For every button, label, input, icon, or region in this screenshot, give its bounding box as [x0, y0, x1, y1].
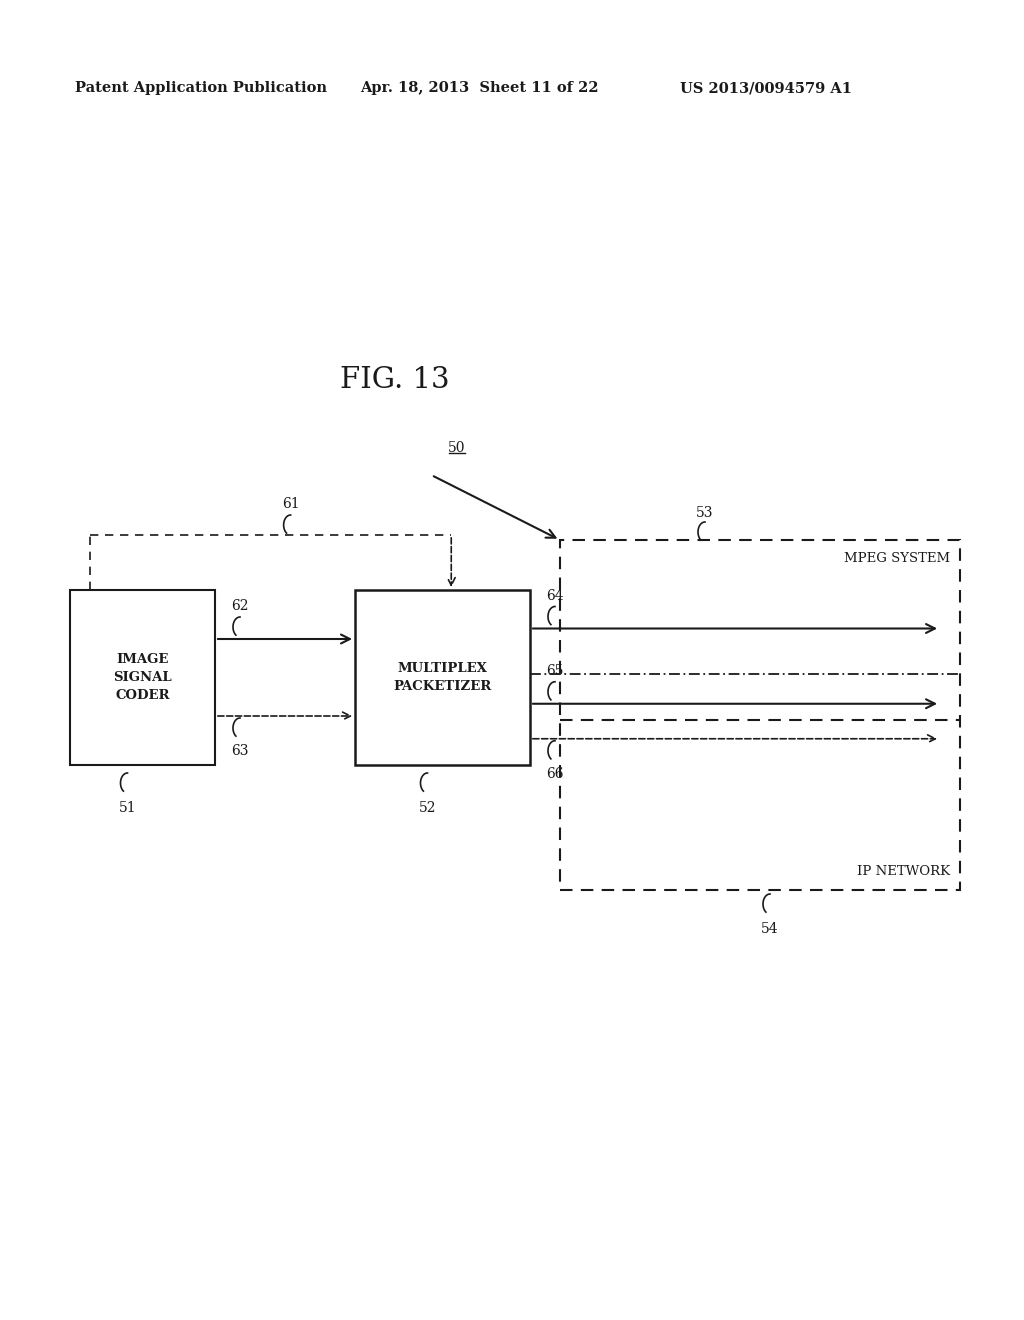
Text: IP NETWORK: IP NETWORK: [857, 865, 950, 878]
Text: 61: 61: [282, 498, 299, 511]
Bar: [560, 540, 961, 890]
Text: 63: 63: [231, 744, 249, 758]
Text: US 2013/0094579 A1: US 2013/0094579 A1: [680, 81, 852, 95]
Text: 66: 66: [546, 767, 564, 780]
Text: FIG. 13: FIG. 13: [340, 366, 450, 393]
Text: MPEG SYSTEM: MPEG SYSTEM: [844, 552, 950, 565]
Text: 54: 54: [761, 921, 779, 936]
Bar: [355, 590, 530, 766]
Text: 52: 52: [419, 801, 436, 814]
Text: IMAGE
SIGNAL
CODER: IMAGE SIGNAL CODER: [114, 653, 172, 702]
Text: 53: 53: [696, 506, 714, 520]
Text: 50: 50: [447, 441, 465, 455]
Text: 64: 64: [546, 589, 564, 602]
Text: 62: 62: [231, 599, 249, 612]
Text: Apr. 18, 2013  Sheet 11 of 22: Apr. 18, 2013 Sheet 11 of 22: [360, 81, 599, 95]
Bar: [70, 590, 215, 766]
Text: 65: 65: [546, 664, 564, 677]
Text: 51: 51: [119, 801, 136, 814]
Text: MULTIPLEX
PACKETIZER: MULTIPLEX PACKETIZER: [393, 663, 492, 693]
Text: Patent Application Publication: Patent Application Publication: [75, 81, 327, 95]
